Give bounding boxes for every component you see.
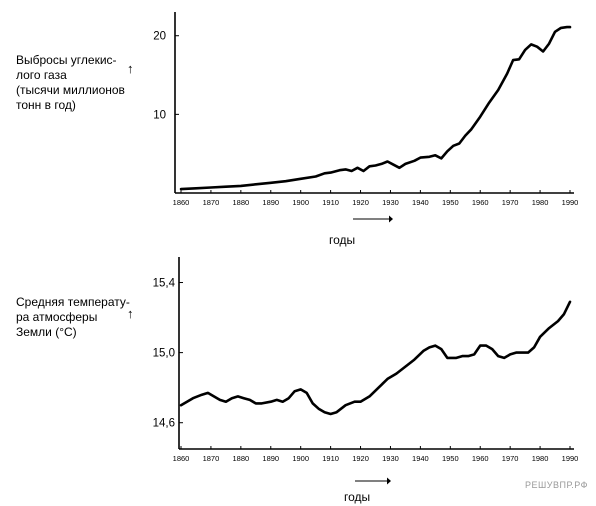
co2-y-tick-label: 20: [153, 31, 166, 43]
temperature-x-tick-label: 1910: [322, 454, 339, 463]
co2-x-tick-label: 1890: [262, 198, 279, 207]
temperature-x-tick-label: 1870: [203, 454, 220, 463]
co2-x-tick-label: 1980: [532, 198, 549, 207]
co2-up-arrow-icon: ↑: [127, 61, 134, 76]
temperature-right-arrow-icon: [355, 477, 391, 485]
temperature-up-arrow-icon: ↑: [127, 306, 134, 321]
co2-x-tick-label: 1950: [442, 198, 459, 207]
temperature-series-line: [179, 300, 572, 416]
temperature-y-tick-label: 15,0: [153, 348, 175, 360]
temperature-y-tick-label: 14,6: [153, 418, 175, 430]
co2-x-tick-label: 1930: [382, 198, 399, 207]
temperature-x-tick-label: 1980: [532, 454, 549, 463]
co2-x-tick-label: 1910: [322, 198, 339, 207]
co2-x-tick-label: 1960: [472, 198, 489, 207]
co2-x-tick-label: 1880: [233, 198, 250, 207]
co2-x-tick-label: 1900: [292, 198, 309, 207]
temperature-y-axis-label: Средняя температу- ра атмосферы Земли (°…: [16, 295, 130, 339]
temperature-x-tick-label: 1920: [352, 454, 369, 463]
temperature-x-tick-label: 1990: [562, 454, 579, 463]
co2-x-tick-label: 1860: [173, 198, 190, 207]
co2-x-axis-label: годы: [329, 233, 356, 247]
watermark: РЕШУВПР.РФ: [525, 480, 588, 490]
temperature-x-tick-label: 1970: [502, 454, 519, 463]
temperature-x-tick-label: 1900: [292, 454, 309, 463]
co2-x-tick-label: 1990: [562, 198, 579, 207]
co2-series-line: [179, 25, 572, 191]
temperature-x-tick-label: 1860: [173, 454, 190, 463]
temperature-y-tick-label: 15,4: [153, 278, 176, 290]
co2-x-tick-label: 1970: [502, 198, 519, 207]
co2-x-tick-label: 1870: [203, 198, 220, 207]
temperature-x-axis-label: годы: [344, 490, 371, 504]
temperature-x-tick-label: 1940: [412, 454, 429, 463]
temperature-x-tick-label: 1950: [442, 454, 459, 463]
co2-y-tick-label: 10: [153, 109, 166, 121]
temperature-x-tick-label: 1930: [382, 454, 399, 463]
temperature-x-tick-label: 1960: [472, 454, 489, 463]
temperature-x-tick-label: 1880: [233, 454, 250, 463]
co2-x-tick-label: 1920: [352, 198, 369, 207]
co2-y-axis-label: Выбросы углекис- лого газа (тысячи милли…: [16, 53, 125, 112]
co2-x-tick-label: 1940: [412, 198, 429, 207]
co2-right-arrow-icon: [353, 215, 393, 223]
temperature-x-tick-label: 1890: [262, 454, 279, 463]
